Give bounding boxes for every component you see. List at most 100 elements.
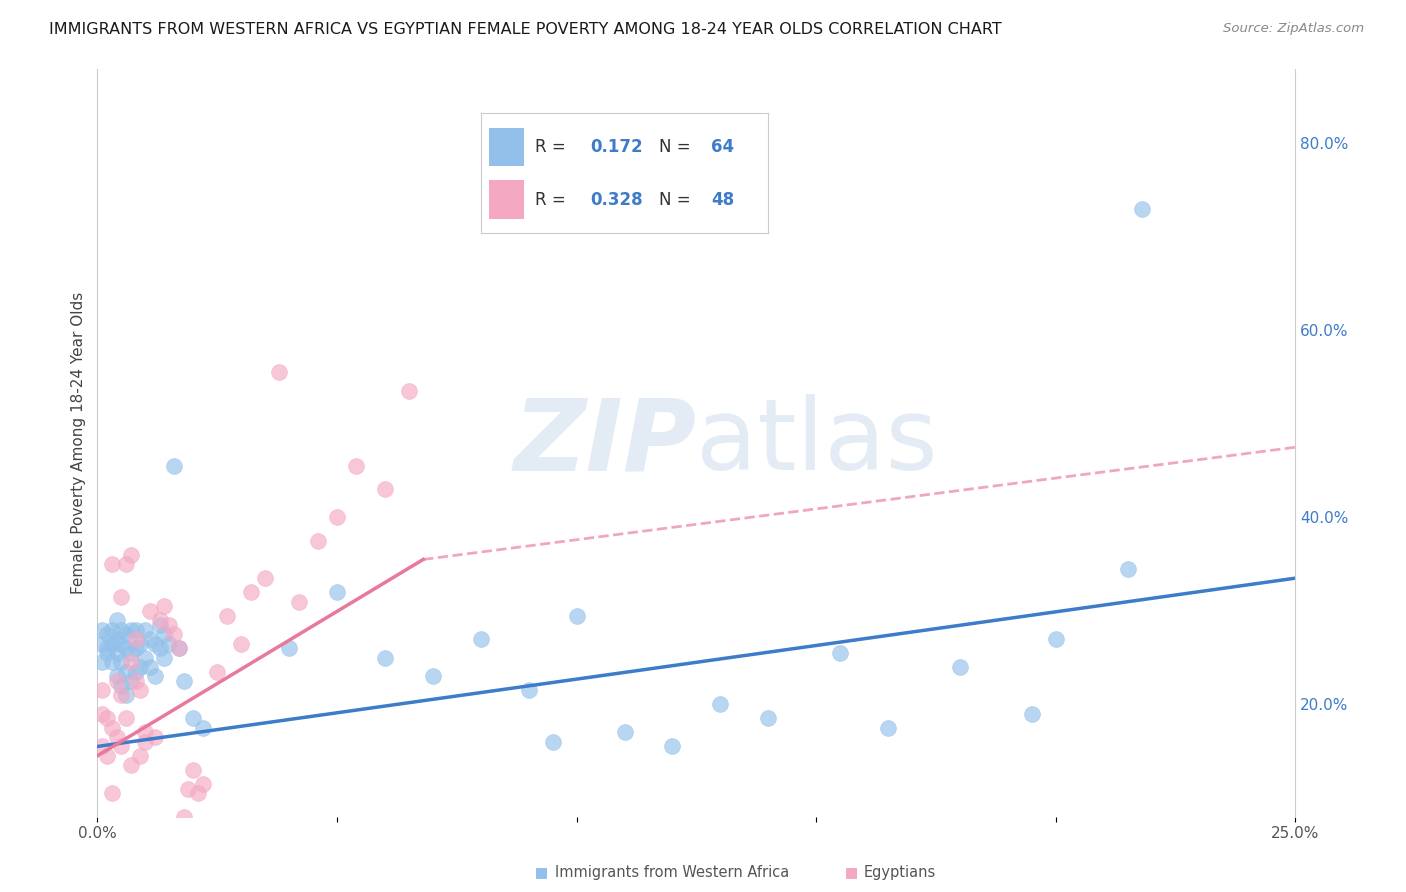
Point <box>110 655 132 669</box>
Point <box>278 641 301 656</box>
Text: Immigrants from Western Africa: Immigrants from Western Africa <box>555 865 790 880</box>
Point <box>326 510 349 524</box>
Point <box>105 669 128 683</box>
Point <box>205 665 228 679</box>
Point <box>100 655 122 669</box>
Point <box>134 650 156 665</box>
Point <box>157 618 180 632</box>
Point <box>1116 562 1139 576</box>
Point <box>239 585 262 599</box>
Text: ZIP: ZIP <box>513 394 696 491</box>
Point <box>105 646 128 660</box>
Point <box>191 777 214 791</box>
Point <box>149 613 172 627</box>
Y-axis label: Female Poverty Among 18-24 Year Olds: Female Poverty Among 18-24 Year Olds <box>72 292 86 594</box>
Point <box>177 781 200 796</box>
Point <box>105 613 128 627</box>
Point <box>91 683 114 698</box>
Point <box>139 604 162 618</box>
Point <box>134 725 156 739</box>
Point <box>129 637 152 651</box>
Point <box>143 637 166 651</box>
Point <box>110 590 132 604</box>
Point <box>96 641 118 656</box>
Point <box>374 650 396 665</box>
Point <box>374 483 396 497</box>
Point <box>215 608 238 623</box>
Point <box>125 641 148 656</box>
Point <box>120 673 142 688</box>
Point <box>307 533 329 548</box>
Point <box>157 637 180 651</box>
Point <box>134 735 156 749</box>
Point <box>143 669 166 683</box>
Point <box>96 748 118 763</box>
Point <box>470 632 492 646</box>
Point <box>229 637 252 651</box>
Point <box>100 623 122 637</box>
Point <box>398 384 420 398</box>
Point <box>153 627 176 641</box>
Point <box>191 721 214 735</box>
Point <box>541 735 564 749</box>
Point <box>100 721 122 735</box>
Point <box>125 673 148 688</box>
Point <box>96 646 118 660</box>
Point <box>139 660 162 674</box>
Point <box>167 641 190 656</box>
Point <box>91 637 114 651</box>
Point <box>163 458 186 473</box>
Point <box>187 786 209 800</box>
Point <box>105 632 128 646</box>
Point <box>173 673 195 688</box>
Point <box>134 623 156 637</box>
Point <box>149 618 172 632</box>
Point <box>661 739 683 754</box>
Point <box>110 688 132 702</box>
Point <box>287 594 309 608</box>
Point <box>167 641 190 656</box>
Point <box>756 711 779 725</box>
Point <box>120 655 142 669</box>
Point <box>129 748 152 763</box>
Point <box>115 641 138 656</box>
Point <box>149 641 172 656</box>
Point <box>143 730 166 744</box>
Point <box>115 665 138 679</box>
Point <box>110 637 132 651</box>
Point <box>105 730 128 744</box>
Point <box>115 627 138 641</box>
Point <box>565 608 588 623</box>
Point <box>181 711 204 725</box>
Point <box>100 786 122 800</box>
Point <box>125 632 148 646</box>
Point <box>1130 202 1153 216</box>
Point <box>1045 632 1067 646</box>
Point <box>181 763 204 777</box>
Point <box>125 665 148 679</box>
Text: atlas: atlas <box>696 394 938 491</box>
Point <box>139 632 162 646</box>
Point <box>120 548 142 562</box>
Text: ▪: ▪ <box>844 863 859 882</box>
Point <box>100 637 122 651</box>
Point <box>613 725 636 739</box>
Text: ▪: ▪ <box>534 863 550 882</box>
Point <box>110 679 132 693</box>
Text: IMMIGRANTS FROM WESTERN AFRICA VS EGYPTIAN FEMALE POVERTY AMONG 18-24 YEAR OLDS : IMMIGRANTS FROM WESTERN AFRICA VS EGYPTI… <box>49 22 1002 37</box>
Point <box>115 688 138 702</box>
Point <box>517 683 540 698</box>
Point <box>153 599 176 614</box>
Point <box>830 646 852 660</box>
Point <box>91 739 114 754</box>
Point <box>709 698 731 712</box>
Point <box>91 706 114 721</box>
Point <box>129 660 152 674</box>
Point <box>105 673 128 688</box>
Point <box>1021 706 1043 721</box>
Point <box>344 458 367 473</box>
Point <box>163 627 186 641</box>
Point <box>326 585 349 599</box>
Point <box>153 650 176 665</box>
Point <box>115 711 138 725</box>
